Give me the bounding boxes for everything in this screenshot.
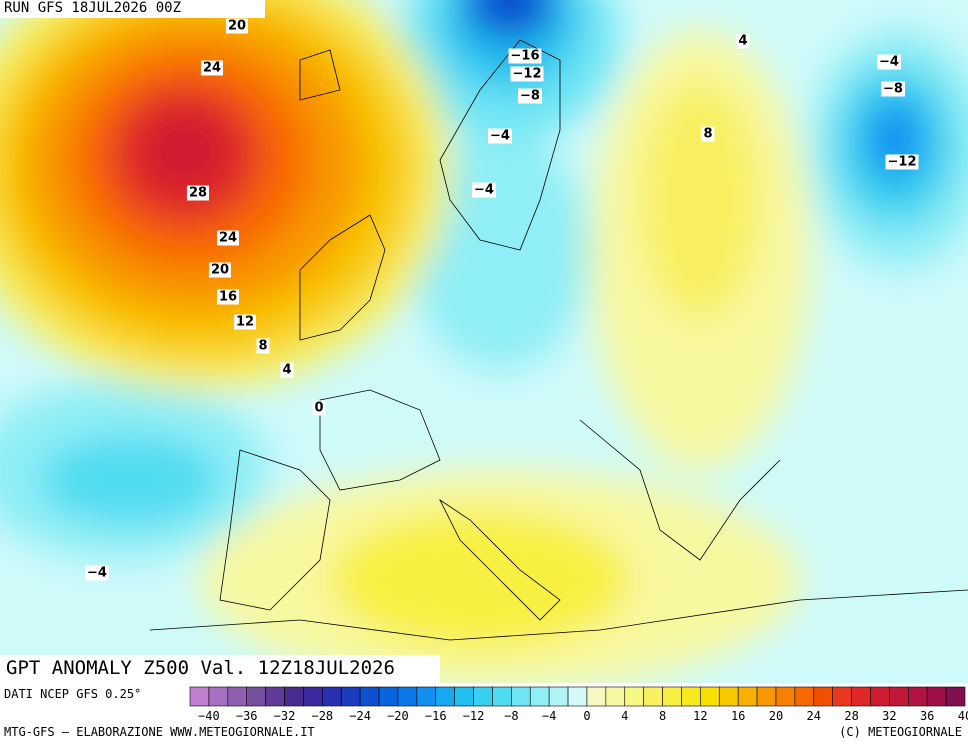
colorbar-label: 36 (920, 709, 934, 723)
contour-label: 4 (280, 362, 294, 378)
colorbar-swatch (208, 686, 229, 707)
contour-label: 12 (233, 314, 257, 330)
contour-label: 8 (256, 338, 270, 354)
contour-label: −4 (877, 54, 901, 70)
colorbar-swatch (643, 686, 663, 707)
colorbar-label: −4 (542, 709, 556, 723)
anomaly-field (0, 0, 968, 683)
colorbar-swatch (529, 686, 550, 707)
colorbar-swatch (492, 686, 512, 707)
colorbar-swatch (473, 686, 493, 707)
colorbar-swatch (359, 686, 380, 707)
map-title: GPT ANOMALY Z500 Val. 12Z18JUL2026 (6, 657, 395, 679)
colorbar-swatch (189, 686, 210, 707)
colorbar-swatch (322, 686, 342, 707)
colorbar-swatch (756, 686, 777, 707)
colorbar: −40 −36 −32 −28 −24 −20 −16 −12 −8 −4 0 4 8 12 16 20 24 2… (189, 686, 968, 723)
colorbar-swatch (907, 686, 928, 707)
colorbar-label: 32 (882, 709, 896, 723)
colorbar-swatch (775, 686, 796, 707)
colorbar-swatch (567, 686, 588, 707)
run-label: RUN GFS 18JUL2026 00Z (4, 0, 182, 16)
footer-right: (C) METEOGIORNALE (839, 725, 962, 739)
colorbar-label: −20 (387, 709, 409, 723)
colorbar-swatch (700, 686, 720, 707)
colorbar-label: 0 (583, 709, 590, 723)
contour-label: 4 (736, 33, 750, 49)
footer-left: MTG-GFS — ELABORAZIONE WWW.METEOGIORNALE… (4, 725, 315, 739)
colorbar-label: −24 (349, 709, 371, 723)
colorbar-swatch (284, 686, 304, 707)
colorbar-swatch (586, 686, 607, 707)
contour-label: 0 (312, 400, 326, 416)
source: DATI NCEP GFS 0.25° (4, 687, 142, 701)
contour-label: −16 (508, 48, 542, 64)
colorbar-swatch (340, 686, 361, 707)
colorbar-label: 20 (769, 709, 783, 723)
contour-label: 28 (186, 185, 210, 201)
colorbar-label: −12 (463, 709, 485, 723)
colorbar-swatch (548, 686, 569, 707)
colorbar-swatch (416, 686, 437, 707)
contour-label: −4 (472, 182, 496, 198)
colorbar-swatch (378, 686, 399, 707)
colorbar-swatch (737, 686, 758, 707)
colorbar-swatch (435, 686, 455, 707)
contour-label: 16 (216, 289, 240, 305)
colorbar-swatch (813, 686, 833, 707)
colorbar-label: 28 (844, 709, 858, 723)
colorbar-swatch (605, 686, 626, 707)
contour-label: −12 (510, 66, 544, 82)
colorbar-swatch (718, 686, 739, 707)
contour-label: 8 (701, 126, 715, 142)
contour-label: 24 (216, 230, 240, 246)
colorbar-label: −36 (236, 709, 258, 723)
colorbar-label: −28 (311, 709, 333, 723)
colorbar-label: −40 (198, 709, 220, 723)
colorbar-label: −16 (425, 709, 447, 723)
colorbar-swatch (624, 686, 644, 707)
contour-label: 20 (208, 262, 232, 278)
colorbar-label: 24 (807, 709, 821, 723)
contour-label: −8 (518, 88, 542, 104)
colorbar-label: −8 (504, 709, 518, 723)
colorbar-label: −32 (274, 709, 296, 723)
contour-label: 20 (225, 18, 249, 34)
colorbar-swatch (227, 686, 248, 707)
contour-label: −4 (488, 128, 512, 144)
colorbar-swatch (851, 686, 871, 707)
colorbar-swatch (511, 686, 531, 707)
contour-label: −12 (885, 154, 919, 170)
colorbar-swatch (889, 686, 909, 707)
colorbar-label: 40 (958, 709, 968, 723)
colorbar-swatch (681, 686, 701, 707)
colorbar-swatch (945, 686, 966, 707)
colorbar-swatch (794, 686, 815, 707)
colorbar-label: 16 (731, 709, 745, 723)
contour-label: −4 (85, 565, 109, 581)
colorbar-swatch (454, 686, 474, 707)
colorbar-swatch (662, 686, 682, 707)
contour-label: 24 (200, 60, 224, 76)
colorbar-swatch (265, 686, 285, 707)
colorbar-label: 4 (621, 709, 628, 723)
colorbar-swatch (303, 686, 323, 707)
colorbar-swatch (870, 686, 890, 707)
colorbar-label: 12 (693, 709, 707, 723)
colorbar-swatch (832, 686, 852, 707)
colorbar-swatch (926, 686, 947, 707)
colorbar-swatch (397, 686, 418, 707)
colorbar-swatch (246, 686, 266, 707)
contour-label: −8 (881, 81, 905, 97)
colorbar-label: 8 (659, 709, 666, 723)
coastlines (149, 39, 968, 641)
